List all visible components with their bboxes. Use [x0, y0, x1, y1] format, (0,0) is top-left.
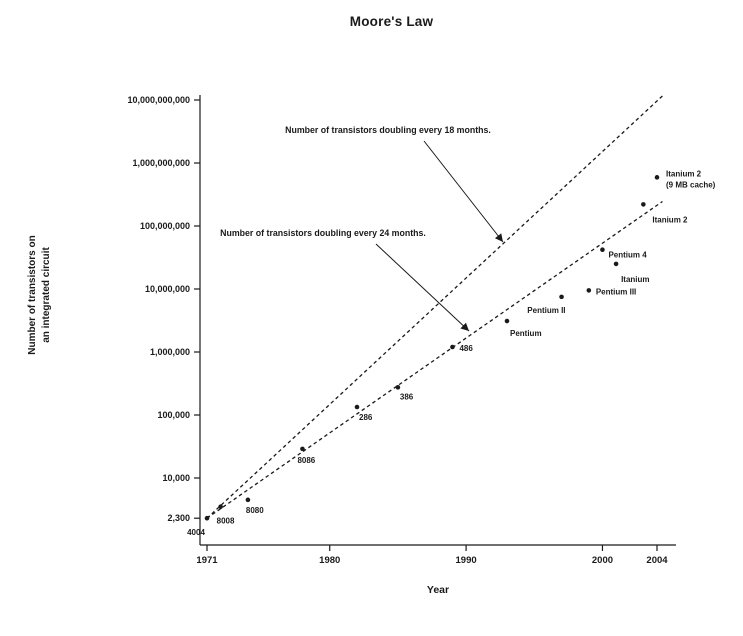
- point-label: 386: [400, 392, 414, 401]
- point-label: 286: [359, 413, 373, 422]
- annotation-arrow: [423, 140, 504, 243]
- annotation-arrow: [375, 243, 470, 332]
- point-label: Pentium II: [527, 306, 565, 315]
- x-axis-label: Year: [426, 584, 450, 596]
- y-tick-label: 1,000,000,000: [132, 158, 190, 168]
- trend-line-doubling-every-24-months: [206, 200, 663, 519]
- data-point: [600, 247, 605, 253]
- data-points: 4004 8008 8080 8086 286 386 486 Pentium Pentium …: [187, 169, 716, 537]
- point-label: 8008: [217, 517, 235, 526]
- data-point: [245, 497, 251, 503]
- point-label: 4004: [187, 528, 205, 537]
- trend-line-doubling-every-18-months: [206, 95, 663, 519]
- annotation-text: Number of transistors doubling every 24 …: [220, 228, 426, 238]
- x-tick-label: 2000: [592, 555, 613, 566]
- y-tick-label: 10,000,000,000: [127, 95, 190, 105]
- x-tick-label: 1980: [319, 555, 340, 566]
- x-tick-label: 1990: [456, 555, 477, 566]
- annotation-text: Number of transistors doubling every 18 …: [285, 125, 491, 135]
- point-label: Pentium: [510, 329, 542, 338]
- point-label: Itanium 2: [652, 215, 688, 224]
- point-label-line2: (9 MB cache): [666, 180, 716, 189]
- point-label: Pentium 4: [608, 251, 647, 260]
- x-axis: 1971 1980 1990 2000 2004: [196, 544, 676, 566]
- y-tick-label: 1,000,000: [150, 347, 190, 357]
- y-tick-label: 10,000: [162, 473, 190, 483]
- data-point: [300, 446, 305, 452]
- y-tick-label: 100,000,000: [140, 221, 190, 231]
- data-point: [218, 504, 223, 510]
- x-tick-label: 1971: [196, 555, 218, 566]
- point-label: 8086: [297, 456, 315, 465]
- point-label: Itanium 2: [666, 169, 702, 178]
- chart-title: Moore's Law: [349, 14, 434, 29]
- data-point: [395, 385, 401, 390]
- point-label: 486: [459, 344, 473, 353]
- annotation-doubling-every-24-months: Number of transistors doubling every 24 …: [220, 228, 470, 332]
- point-label: Itanium: [621, 275, 649, 284]
- y-tick-label: 10,000,000: [145, 284, 190, 294]
- annotation-doubling-every-18-months: Number of transistors doubling every 18 …: [285, 125, 504, 243]
- data-point: [641, 202, 646, 207]
- point-label: Pentium III: [596, 287, 636, 296]
- y-axis: 10,000,000,000 1,000,000,000 100,000,000 10…: [127, 95, 201, 545]
- x-tick-label: 2004: [646, 555, 668, 566]
- data-point: [354, 404, 360, 410]
- data-point: [586, 288, 592, 293]
- data-point: [559, 294, 564, 300]
- y-tick-label: 2,300: [167, 513, 190, 523]
- data-point: [450, 344, 455, 350]
- data-point: [654, 175, 660, 180]
- data-point: [504, 318, 510, 324]
- y-tick-label: 100,000: [157, 410, 190, 420]
- data-point: [613, 261, 619, 267]
- point-label: 8080: [246, 506, 264, 515]
- data-point: [204, 515, 210, 521]
